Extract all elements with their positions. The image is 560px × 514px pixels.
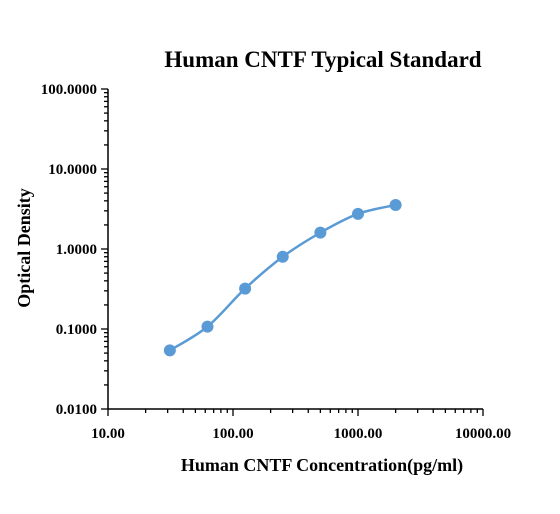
y-tick-label: 100.0000 (41, 82, 97, 98)
y-axis-label: Optical Density (14, 188, 34, 308)
data-point (239, 282, 252, 295)
x-tick-label: 1000.00 (334, 426, 383, 442)
data-point (163, 344, 176, 357)
chart-title: Human CNTF Typical Standard (164, 47, 481, 72)
data-point (314, 226, 327, 239)
y-tick-label: 0.0100 (56, 402, 97, 418)
y-tick-label: 1.0000 (56, 242, 97, 258)
data-point (276, 250, 289, 263)
x-tick-label: 10.00 (91, 426, 125, 442)
y-tick-label: 0.1000 (56, 322, 97, 338)
data-point (201, 320, 214, 333)
data-point (389, 198, 402, 211)
data-point (352, 207, 364, 220)
plot-area: 10.00 100.00 1000.00 10000.00 0.0100 0.1000 1.… (41, 82, 511, 442)
y-tick-label: 10.0000 (48, 162, 97, 178)
x-axis-label: Human CNTF Concentration(pg/ml) (181, 455, 463, 476)
x-tick-label: 10000.00 (455, 426, 511, 442)
x-tick-label: 100.00 (212, 426, 253, 442)
